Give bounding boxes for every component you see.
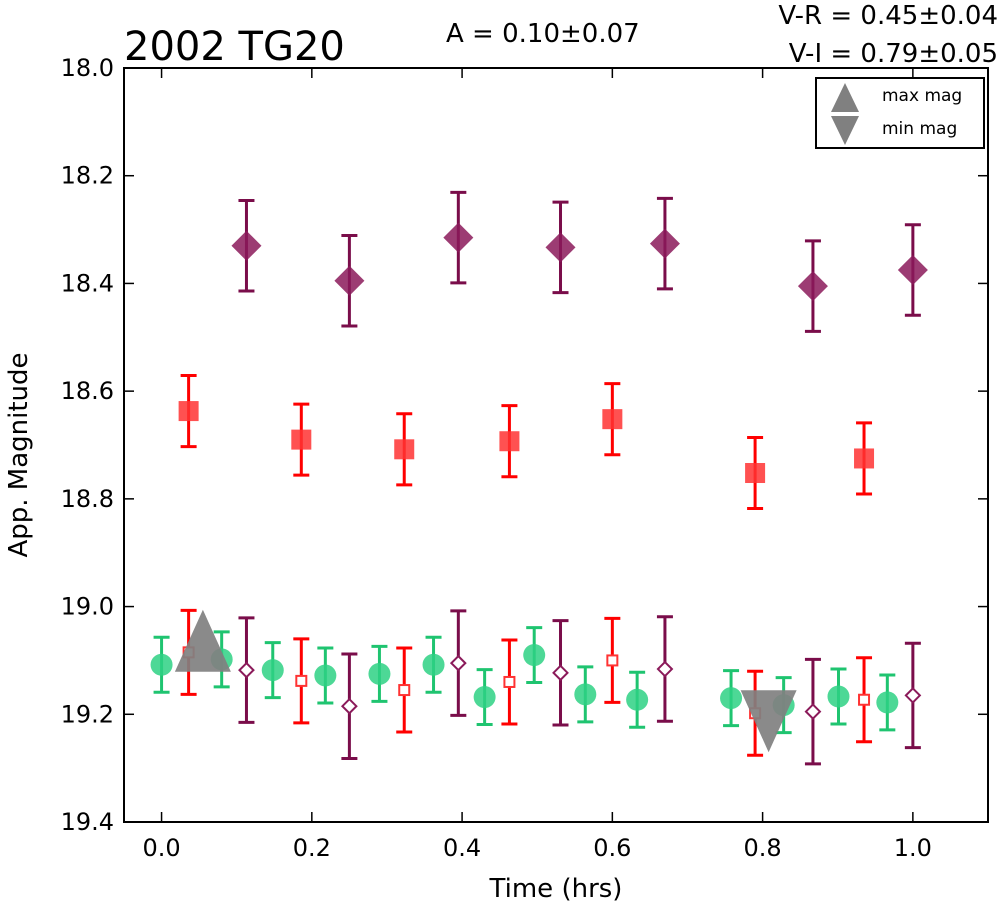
y-tick-label: 18.0: [61, 54, 114, 82]
data-point-circle: [827, 685, 850, 708]
data-point-diamond: [449, 654, 467, 672]
amplitude-annotation: A = 0.10±0.07: [446, 19, 640, 49]
data-point-circle: [261, 659, 284, 682]
legend-min-mag-label: min mag: [882, 119, 957, 139]
max-mag-marker: [174, 609, 231, 672]
axis-ticks: [124, 67, 988, 823]
x-axis-label: Time (hrs): [489, 874, 623, 904]
data-point-square: [394, 439, 415, 460]
data-point-square: [745, 463, 766, 484]
data-point-diamond: [904, 687, 922, 704]
chart-title: 2002 TG20: [124, 24, 345, 70]
y-tick-label: 18.4: [61, 269, 114, 297]
data-point-diamond: [231, 230, 262, 261]
y-tick-label: 19.4: [61, 808, 114, 836]
data-point-diamond: [649, 228, 680, 259]
data-marks: [150, 190, 928, 766]
x-tick-label: 0.6: [593, 834, 631, 862]
data-point-square: [291, 429, 312, 450]
data-point-diamond: [804, 703, 822, 721]
y-tick-label: 18.6: [61, 377, 114, 405]
y-tick-label: 19.2: [61, 700, 114, 728]
data-point-diamond: [443, 222, 474, 253]
x-tick-label: 0.4: [443, 834, 481, 862]
min-mag-marker: [740, 690, 797, 753]
y-axis-label: App. Magnitude: [4, 352, 34, 557]
vi-color-annotation: V-I = 0.79±0.05: [789, 39, 998, 69]
data-point-diamond: [552, 664, 569, 682]
data-point-square: [854, 448, 875, 469]
data-point-square: [398, 684, 411, 697]
data-point-square: [499, 431, 520, 452]
data-point-square: [503, 675, 516, 688]
x-tick-label: 0.8: [744, 834, 782, 862]
data-point-diamond: [897, 254, 928, 285]
data-point-diamond: [545, 232, 576, 263]
data-point-circle: [574, 683, 597, 706]
data-point-circle: [876, 691, 899, 714]
tick-labels: 0.0 0.2 0.4 0.6 0.8 1.0 18.0 18.2 18.4 18.6 18.8 19…: [61, 54, 932, 862]
data-point-circle: [314, 664, 337, 687]
vr-color-annotation: V-R = 0.45±0.04: [778, 1, 998, 31]
data-point-circle: [473, 686, 496, 709]
x-tick-label: 0.2: [293, 834, 331, 862]
legend-min-mag-icon: [831, 116, 859, 145]
plot-frame: [123, 67, 989, 823]
data-point-diamond: [334, 265, 365, 296]
data-point-circle: [523, 644, 546, 667]
y-tick-label: 19.0: [61, 593, 114, 621]
data-point-square: [178, 401, 199, 422]
legend: max mag min mag: [815, 77, 985, 149]
y-tick-label: 18.8: [61, 485, 114, 513]
legend-max-mag-label: max mag: [882, 86, 962, 106]
data-point-circle: [422, 653, 445, 676]
data-point-square: [295, 674, 308, 687]
data-point-square: [858, 693, 871, 706]
data-point-circle: [720, 687, 743, 710]
data-point-circle: [150, 653, 173, 676]
legend-max-mag-icon: [831, 83, 859, 112]
data-point-diamond: [797, 271, 828, 302]
data-point-square: [606, 654, 619, 667]
x-tick-label: 0.0: [142, 834, 180, 862]
data-point-diamond: [238, 661, 255, 679]
data-point-square: [602, 409, 623, 430]
data-point-circle: [626, 688, 649, 711]
y-tick-label: 18.2: [61, 162, 114, 190]
data-point-diamond: [340, 697, 358, 715]
data-point-circle: [368, 662, 391, 685]
x-tick-label: 1.0: [894, 834, 932, 862]
data-point-diamond: [656, 660, 674, 678]
